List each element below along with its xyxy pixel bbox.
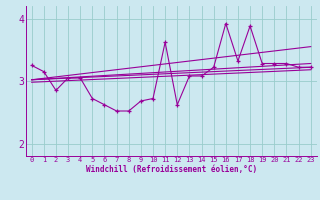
- X-axis label: Windchill (Refroidissement éolien,°C): Windchill (Refroidissement éolien,°C): [86, 165, 257, 174]
